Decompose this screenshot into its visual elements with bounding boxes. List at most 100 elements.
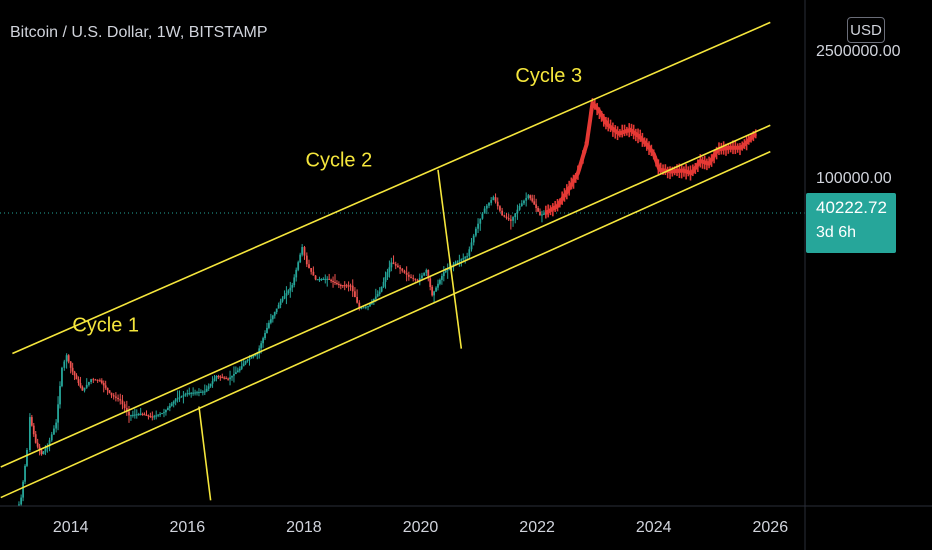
candle-body: [358, 302, 361, 309]
candle-body: [119, 399, 122, 401]
candle-body: [71, 367, 74, 372]
candle-body: [22, 481, 24, 498]
candle-body: [362, 307, 365, 309]
candle-body: [291, 285, 294, 288]
candle-body: [316, 279, 319, 281]
candle-body: [460, 259, 463, 261]
candle-body: [5, 529, 7, 530]
candle-body: [347, 285, 350, 287]
currency-button[interactable]: USD: [847, 17, 885, 43]
candle-body: [437, 283, 439, 288]
candle-body: [470, 242, 473, 250]
candle-body: [207, 386, 210, 389]
candle-body: [90, 379, 93, 383]
trendline-4: [198, 406, 212, 501]
candle-body: [180, 396, 183, 398]
candle-body: [369, 303, 371, 307]
candle-body: [336, 282, 338, 284]
candle-body: [384, 277, 387, 282]
candle-body: [30, 417, 33, 426]
candle-body: [121, 400, 124, 405]
candle-body: [273, 312, 276, 316]
x-tick-2016: 2016: [170, 519, 206, 536]
candle-body: [73, 371, 76, 376]
candle-body: [254, 354, 257, 356]
candle-body: [541, 214, 543, 216]
candle-body: [44, 448, 47, 452]
candle-body: [337, 283, 340, 286]
candle-body: [334, 281, 336, 283]
candle-body: [186, 393, 189, 395]
candle-body: [172, 401, 175, 404]
symbol-title[interactable]: Bitcoin / U.S. Dollar, 1W, BITSTAMP: [10, 24, 268, 41]
candle-body: [268, 322, 270, 328]
candle-body: [535, 204, 538, 209]
candle-body: [318, 279, 321, 281]
candle-body: [258, 348, 261, 354]
candle-body: [399, 267, 401, 269]
candle-body: [40, 450, 43, 455]
candle-body: [301, 247, 304, 255]
candle-body: [367, 306, 369, 308]
candle-body: [65, 355, 68, 362]
candle-body: [477, 223, 479, 229]
candle-body: [34, 434, 37, 443]
candle-body: [421, 275, 423, 279]
candle-body: [133, 414, 136, 416]
candle-body: [7, 528, 9, 529]
candle-body: [57, 404, 59, 423]
candle-body: [61, 367, 63, 387]
candle-body: [364, 306, 367, 308]
candle-body: [374, 296, 377, 299]
candle-body: [405, 272, 408, 275]
candle-body: [262, 338, 264, 344]
candle-body: [83, 387, 86, 391]
x-tick-2022: 2022: [519, 519, 555, 536]
candle-body: [178, 397, 181, 399]
candle-body: [310, 268, 313, 272]
candle-body: [285, 293, 288, 296]
candle-body: [314, 275, 317, 280]
candle-body: [283, 295, 286, 299]
candle-body: [305, 255, 308, 265]
candle-body: [322, 279, 325, 281]
candle-body: [341, 285, 344, 287]
candle-body: [494, 197, 497, 202]
candle-body: [88, 382, 90, 385]
plot-area: Cycle 1 Cycle 2 Cycle 3: [0, 21, 805, 530]
candle-body: [153, 416, 156, 418]
candle-body: [516, 209, 519, 214]
candle-body: [194, 392, 196, 394]
cycle-label-2: Cycle 2: [306, 150, 373, 172]
candle-body: [198, 392, 200, 394]
candle-body: [324, 278, 327, 280]
candle-body: [112, 395, 115, 397]
candle-body: [433, 291, 436, 296]
candle-body: [217, 376, 220, 378]
candle-body: [182, 395, 185, 397]
candle-body: [539, 211, 541, 216]
candle-body: [16, 511, 18, 518]
candle-body: [234, 372, 237, 375]
candle-body: [410, 276, 412, 278]
candle-body: [92, 379, 95, 381]
candle-body: [200, 391, 202, 393]
candle-body: [275, 308, 278, 313]
x-tick-2020: 2020: [403, 519, 439, 536]
candle-body: [462, 258, 465, 260]
candle-body: [79, 382, 82, 387]
candle-body: [442, 272, 445, 277]
candle-body: [188, 393, 191, 395]
candle-body: [139, 413, 142, 415]
candle-body: [452, 264, 455, 266]
candle-body: [446, 268, 449, 271]
candle-body: [277, 304, 280, 309]
candle-body: [102, 382, 105, 386]
candle-body: [227, 378, 230, 380]
candle-body: [412, 277, 415, 279]
candle-body: [69, 361, 72, 368]
candle-body: [418, 278, 421, 281]
candle-body: [414, 278, 417, 280]
